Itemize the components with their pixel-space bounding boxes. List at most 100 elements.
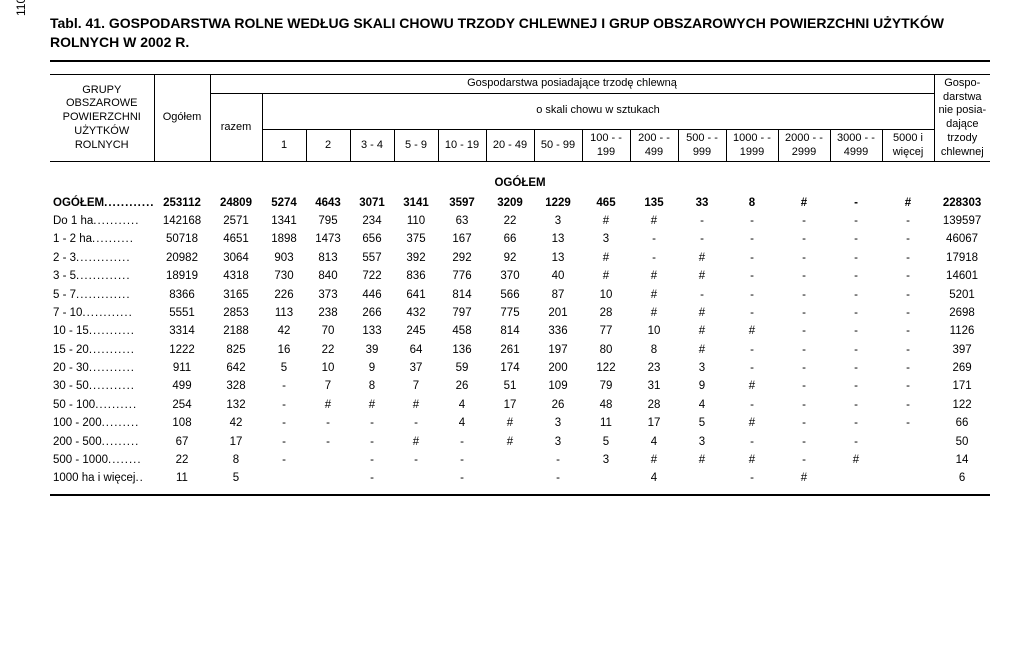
cell: - (630, 230, 678, 248)
cell: 42 (262, 322, 306, 340)
cell: 656 (350, 230, 394, 248)
cell: # (582, 267, 630, 285)
cell: - (630, 249, 678, 267)
cell: # (830, 451, 882, 469)
cell: - (830, 359, 882, 377)
cell: 4643 (306, 194, 350, 212)
cell: 1341 (262, 212, 306, 230)
cell: 5274 (262, 194, 306, 212)
table-row: 5 - 7.............8366316522637344664181… (50, 286, 990, 304)
cell: 142168 (154, 212, 210, 230)
cell: 50 (934, 433, 990, 451)
table-row: 3 - 5.............1891943187308407228367… (50, 267, 990, 285)
cell: 269 (934, 359, 990, 377)
cell: - (882, 286, 934, 304)
row-label: 1 - 2 ha.......... (50, 230, 154, 248)
row-label: Do 1 ha........... (50, 212, 154, 230)
col-6: 20 - 49 (486, 129, 534, 162)
cell: # (678, 249, 726, 267)
cell: 776 (438, 267, 486, 285)
cell: # (394, 396, 438, 414)
cell: 245 (394, 322, 438, 340)
cell: 201 (534, 304, 582, 322)
cell: 3064 (210, 249, 262, 267)
table-row: 7 - 10............5551285311323826643279… (50, 304, 990, 322)
page-number: 110 (14, 0, 28, 16)
col-total: Ogółem (154, 74, 210, 162)
cell: - (438, 469, 486, 487)
col-11: 1000 - - 1999 (726, 129, 778, 162)
cell: 458 (438, 322, 486, 340)
cell: 17 (630, 414, 678, 432)
table-title: Tabl. 41. GOSPODARSTWA ROLNE WEDŁUG SKAL… (50, 14, 970, 52)
cell: # (678, 341, 726, 359)
cell: 557 (350, 249, 394, 267)
col-5: 10 - 19 (438, 129, 486, 162)
cell: - (394, 414, 438, 432)
cell: 5 (210, 469, 262, 487)
cell: 46067 (934, 230, 990, 248)
cell: 8 (350, 377, 394, 395)
cell: - (678, 230, 726, 248)
cell: - (830, 286, 882, 304)
cell: 87 (534, 286, 582, 304)
cell: - (726, 230, 778, 248)
cell: 1222 (154, 341, 210, 359)
cell: # (882, 194, 934, 212)
cell: - (726, 359, 778, 377)
section-label: OGÓŁEM (50, 170, 990, 193)
cell: 48 (582, 396, 630, 414)
cell: 4318 (210, 267, 262, 285)
cell: 465 (582, 194, 630, 212)
cell (262, 469, 306, 487)
cell: 3 (534, 433, 582, 451)
cell: - (306, 433, 350, 451)
cell: 3141 (394, 194, 438, 212)
cell: - (262, 414, 306, 432)
cell: 903 (262, 249, 306, 267)
cell: - (438, 433, 486, 451)
cell: 373 (306, 286, 350, 304)
cell: 1898 (262, 230, 306, 248)
cell: - (778, 414, 830, 432)
cell: - (350, 451, 394, 469)
cell: - (726, 341, 778, 359)
cell: # (726, 414, 778, 432)
col-13: 3000 - - 4999 (830, 129, 882, 162)
cell (582, 469, 630, 487)
cell: - (778, 451, 830, 469)
cell: 20982 (154, 249, 210, 267)
cell: 228303 (934, 194, 990, 212)
cell: 328 (210, 377, 262, 395)
cell: 28 (630, 396, 678, 414)
cell: # (630, 286, 678, 304)
cell: 397 (934, 341, 990, 359)
table-row: 10 - 15...........3314218842701332454588… (50, 322, 990, 340)
cell: 6 (934, 469, 990, 487)
cell: 3 (582, 451, 630, 469)
cell: 66 (486, 230, 534, 248)
cell: - (534, 469, 582, 487)
cell: - (678, 212, 726, 230)
cell: 33 (678, 194, 726, 212)
cell: 4 (678, 396, 726, 414)
cell: 37 (394, 359, 438, 377)
cell: # (678, 322, 726, 340)
cell (486, 451, 534, 469)
cell: - (262, 377, 306, 395)
cell: # (630, 451, 678, 469)
cell: - (778, 322, 830, 340)
col-scale: o skali chowu w sztukach (262, 93, 934, 129)
cell: 63 (438, 212, 486, 230)
cell: - (726, 249, 778, 267)
cell: - (882, 341, 934, 359)
cell: 8 (630, 341, 678, 359)
table-head: GRUPY OBSZAROWE POWIERZCHNI UŻYTKÓW ROLN… (50, 66, 990, 171)
cell: 730 (262, 267, 306, 285)
cell: 122 (582, 359, 630, 377)
cell: 132 (210, 396, 262, 414)
cell: 813 (306, 249, 350, 267)
cell: 13 (534, 230, 582, 248)
cell: 836 (394, 267, 438, 285)
cell: 3597 (438, 194, 486, 212)
